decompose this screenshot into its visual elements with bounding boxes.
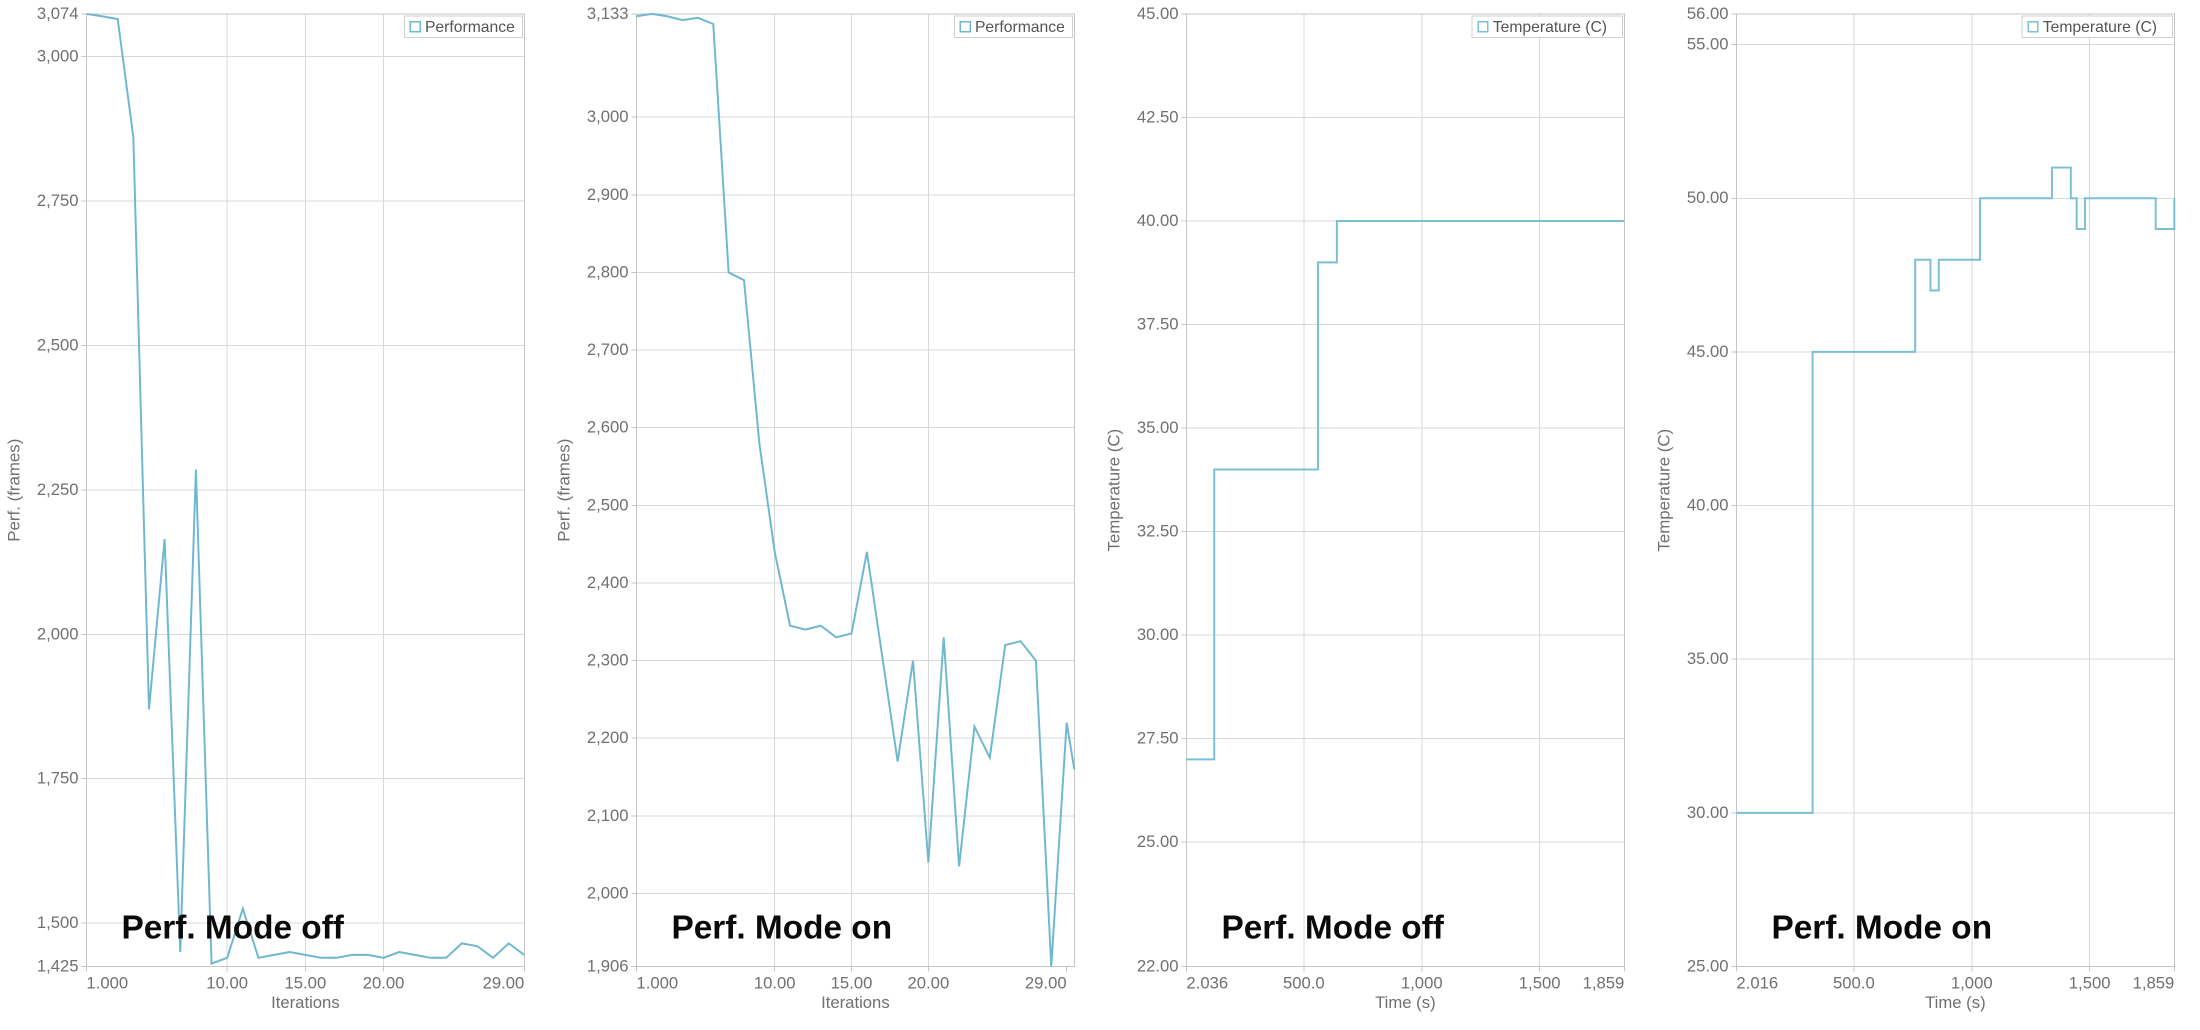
x-tick-label: 29.00 <box>483 973 525 992</box>
x-tick-label: 1.000 <box>636 973 678 992</box>
y-tick-label: 3,133 <box>587 4 629 23</box>
chart-panel-perf_off: 1,425 1,500 1,750 2,000 2,250 2,500 2,750 3,000… <box>0 0 550 1030</box>
y-tick-label: 37.50 <box>1137 314 1179 333</box>
x-tick-label: 20.00 <box>907 973 949 992</box>
y-tick-label: 2,200 <box>587 728 629 747</box>
caption-text: Perf. Mode off <box>1221 910 1444 947</box>
x-tick-label: 1,500 <box>1519 973 1561 992</box>
y-tick-label: 3,074 <box>37 4 79 23</box>
chart-panel-temp_off: 22.00 25.00 27.50 30.00 32.50 35.00 37.50 40.00… <box>1100 0 1650 1030</box>
y-tick-label: 32.50 <box>1137 521 1179 540</box>
y-tick-label: 25.00 <box>1137 832 1179 851</box>
y-tick-label: 1,750 <box>37 769 79 788</box>
y-tick-label: 1,425 <box>37 956 79 975</box>
x-tick-label: 20.00 <box>363 973 405 992</box>
y-tick-label: 45.00 <box>1137 4 1179 23</box>
y-tick-label: 30.00 <box>1687 803 1729 822</box>
x-tick-label: 1,859 <box>1583 973 1625 992</box>
y-tick-label: 2,400 <box>587 573 629 592</box>
x-tick-label: 1.000 <box>86 973 128 992</box>
legend-label: Performance <box>425 19 515 36</box>
y-tick-label: 1,906 <box>587 956 629 975</box>
caption-text: Perf. Mode on <box>671 910 892 947</box>
y-tick-label: 3,000 <box>587 107 629 126</box>
y-tick-label: 2,500 <box>587 495 629 514</box>
series-line <box>1186 221 1624 759</box>
y-tick-label: 45.00 <box>1687 342 1729 361</box>
y-tick-label: 3,000 <box>37 47 79 66</box>
x-tick-label: 29.00 <box>1025 973 1067 992</box>
legend: Performance <box>404 16 522 38</box>
y-tick-label: 2,500 <box>37 335 79 354</box>
legend: Temperature (C) <box>2022 16 2172 38</box>
y-tick-label: 2,000 <box>37 624 79 643</box>
y-tick-label: 2,250 <box>37 480 79 499</box>
chart-panel-temp_on: 25.00 30.00 35.00 40.00 45.00 50.00 55.00 56.00… <box>1650 0 2200 1030</box>
x-tick-label: 1,000 <box>1401 973 1443 992</box>
x-tick-label: 10.00 <box>754 973 796 992</box>
y-tick-label: 55.00 <box>1687 35 1729 54</box>
chart-grid: 1,425 1,500 1,750 2,000 2,250 2,500 2,750 3,000… <box>0 0 2200 1030</box>
legend-label: Performance <box>975 19 1065 36</box>
y-tick-label: 2,300 <box>587 650 629 669</box>
y-axis-title: Perf. (frames) <box>555 439 574 542</box>
x-tick-label: 15.00 <box>831 973 873 992</box>
y-tick-label: 35.00 <box>1137 418 1179 437</box>
y-axis-title: Temperature (C) <box>1655 429 1674 552</box>
x-tick-label: 1,500 <box>2069 973 2111 992</box>
y-tick-label: 2,100 <box>587 806 629 825</box>
x-axis-title: Time (s) <box>1925 993 1986 1012</box>
y-tick-label: 2,600 <box>587 418 629 437</box>
y-tick-label: 2,000 <box>587 883 629 902</box>
x-tick-label: 2.016 <box>1736 973 1778 992</box>
x-tick-label: 15.00 <box>285 973 327 992</box>
y-tick-label: 2,800 <box>587 262 629 281</box>
y-tick-label: 42.50 <box>1137 107 1179 126</box>
series-line <box>1736 168 2174 813</box>
x-tick-label: 2.036 <box>1186 973 1228 992</box>
caption-text: Perf. Mode off <box>121 910 344 947</box>
y-tick-label: 27.50 <box>1137 729 1179 748</box>
x-tick-label: 1,000 <box>1951 973 1993 992</box>
series-line <box>636 14 1074 967</box>
x-axis-title: Iterations <box>821 993 890 1012</box>
legend: Performance <box>954 16 1072 38</box>
y-tick-label: 56.00 <box>1687 4 1729 23</box>
legend-label: Temperature (C) <box>2043 19 2157 36</box>
y-tick-label: 50.00 <box>1687 188 1729 207</box>
chart-panel-perf_on: 1,906 2,000 2,100 2,200 2,300 2,400 2,500 2,600… <box>550 0 1100 1030</box>
y-tick-label: 40.00 <box>1137 211 1179 230</box>
x-tick-label: 500.0 <box>1283 973 1325 992</box>
caption-text: Perf. Mode on <box>1771 910 1992 947</box>
legend: Temperature (C) <box>1472 16 1622 38</box>
x-tick-label: 500.0 <box>1833 973 1875 992</box>
y-tick-label: 2,750 <box>37 191 79 210</box>
x-tick-label: 10.00 <box>206 973 248 992</box>
legend-label: Temperature (C) <box>1493 19 1607 36</box>
x-axis-title: Iterations <box>271 993 340 1012</box>
y-tick-label: 2,700 <box>587 340 629 359</box>
x-tick-label: 1,859 <box>2133 973 2175 992</box>
y-axis-title: Perf. (frames) <box>5 439 24 542</box>
y-tick-label: 30.00 <box>1137 625 1179 644</box>
y-tick-label: 1,500 <box>37 913 79 932</box>
y-tick-label: 25.00 <box>1687 956 1729 975</box>
y-tick-label: 22.00 <box>1137 956 1179 975</box>
y-tick-label: 35.00 <box>1687 649 1729 668</box>
y-axis-title: Temperature (C) <box>1105 429 1124 552</box>
y-tick-label: 2,900 <box>587 185 629 204</box>
x-axis-title: Time (s) <box>1375 993 1436 1012</box>
y-tick-label: 40.00 <box>1687 495 1729 514</box>
